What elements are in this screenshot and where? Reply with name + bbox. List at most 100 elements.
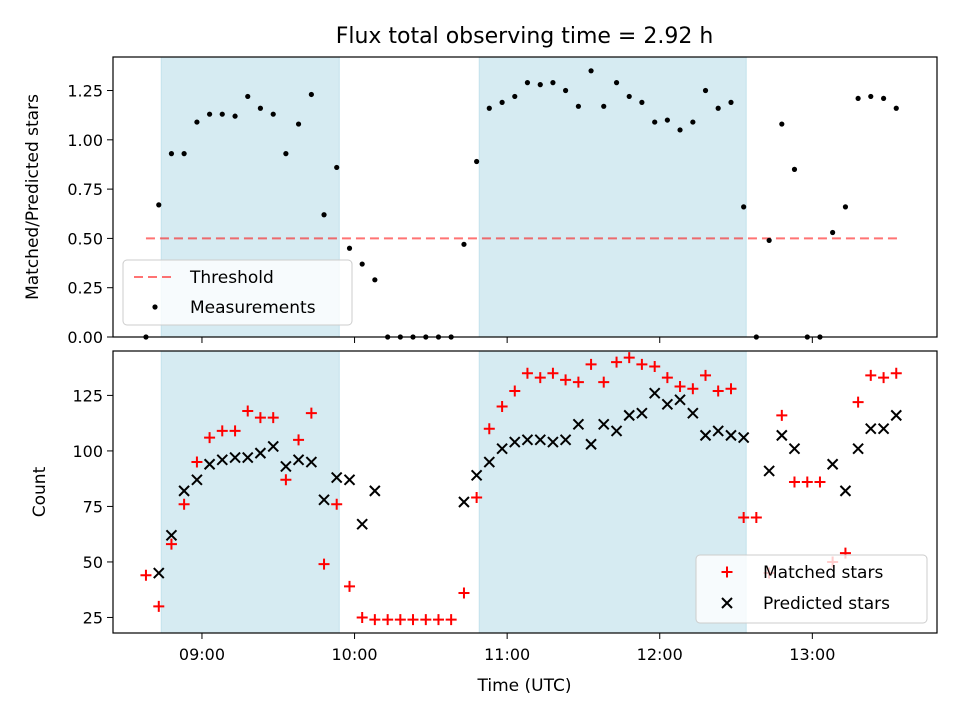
measurement-point [168,151,175,157]
predicted-star-point [890,409,902,422]
matched-star-point [687,383,699,395]
legend-box [695,554,928,624]
measurement-point [868,93,874,100]
measurement-point [308,91,314,98]
y-tick-label: 25 [83,608,103,627]
legend-matched-swatch [721,566,733,578]
y-tick-label: 50 [83,553,103,572]
matched-star-point [814,476,826,488]
measurement-point [830,229,836,236]
matched-star-point [318,558,330,570]
x-tick-label: 13:00 [789,645,835,664]
y-axis-label: Matched/Predicted stars [23,94,43,300]
chart-title: Flux total observing time = 2.92 h [336,24,714,49]
matched-star-point [229,425,241,437]
measurement-point [372,277,378,283]
matched-star-point [636,358,648,370]
matched-star-point [700,369,712,381]
measurement-point [194,119,200,125]
measurement-point [321,212,327,218]
predicted-star-point [648,387,661,399]
y-tick-label: 125 [72,386,103,405]
y-tick-label: 0.00 [67,328,103,347]
y-tick-label: 1.25 [67,82,103,101]
predicted-star-point [623,409,635,422]
predicted-star-point [356,518,368,530]
measurement-point [613,80,620,86]
measurement-point [855,95,861,102]
count-panel: 25 50 75 100 125 09:00 10:00 11:00 12:00 13:00 Cou… [30,350,938,664]
measurement-point [702,87,709,94]
predicted-star-point [712,425,724,437]
predicted-star-point [877,423,890,435]
predicted-star-point [585,438,597,450]
matched-star-point [331,498,343,510]
matched-star-point [153,600,165,612]
matched-star-point [420,614,432,626]
matched-star-point [649,361,661,373]
predicted-star-point [318,494,330,506]
matched-star-point [509,385,521,397]
predicted-star-point [280,460,292,473]
matched-star-point [852,396,864,408]
matched-star-point [623,352,635,364]
measurement-point [181,151,187,157]
matched-star-point [254,412,266,424]
axes-frame [112,350,938,634]
matched-star-point [242,405,254,417]
measurement-point [791,166,798,172]
measurement-point [677,127,683,133]
y-tick-label: 75 [83,497,103,516]
measurement-point [346,245,353,251]
matched-star-point [547,367,559,379]
observing-band [160,350,340,634]
measurement-point [295,121,302,127]
predicted-star-point [661,398,674,410]
legend-predicted-swatch [721,597,733,609]
measurement-point [880,95,887,102]
predicted-star-point [203,458,216,470]
matched-star-point [776,409,788,421]
y-tick-label: 100 [72,442,103,461]
y-tick-label: 0.50 [67,229,103,248]
predicted-star-point [483,456,496,468]
legend-measurement-swatch [152,304,158,310]
x-tick-label: 12:00 [637,645,683,664]
measurement-point [537,82,543,88]
matched-star-point [280,474,292,486]
predicted-star-point [687,407,699,419]
matched-star-point [204,432,216,444]
observing-band [478,56,747,338]
measurement-point [842,204,849,210]
measurement-point [245,93,251,100]
predicted-star-point [534,434,546,446]
matched-star-point [750,512,762,524]
matched-star-point [382,614,394,626]
measurement-point [232,113,238,119]
matched-star-point [890,367,902,379]
predicted-star-point [178,485,190,497]
predicted-star-point [763,465,775,477]
predicted-star-point [153,567,165,579]
predicted-star-point [776,429,788,442]
matched-star-point [725,383,737,395]
matched-star-point [293,434,305,446]
matched-star-point [191,456,203,468]
measurement-point [461,241,467,247]
matched-star-point [560,374,572,386]
predicted-star-point [610,425,623,437]
measurement-point [219,111,225,117]
predicted-star-point [343,474,356,486]
predicted-star-point [699,429,712,442]
measurement-point [779,121,785,127]
measurement-point [639,99,645,105]
matched-star-point [356,611,368,623]
matched-star-point [140,569,152,581]
measurement-point [652,119,658,125]
measurement-point [550,80,556,86]
axes-frame [112,56,938,338]
matched-star-point [483,423,495,435]
predicted-star-point [521,434,534,446]
predicted-star-point [242,451,254,464]
predicted-star-point [559,434,572,446]
